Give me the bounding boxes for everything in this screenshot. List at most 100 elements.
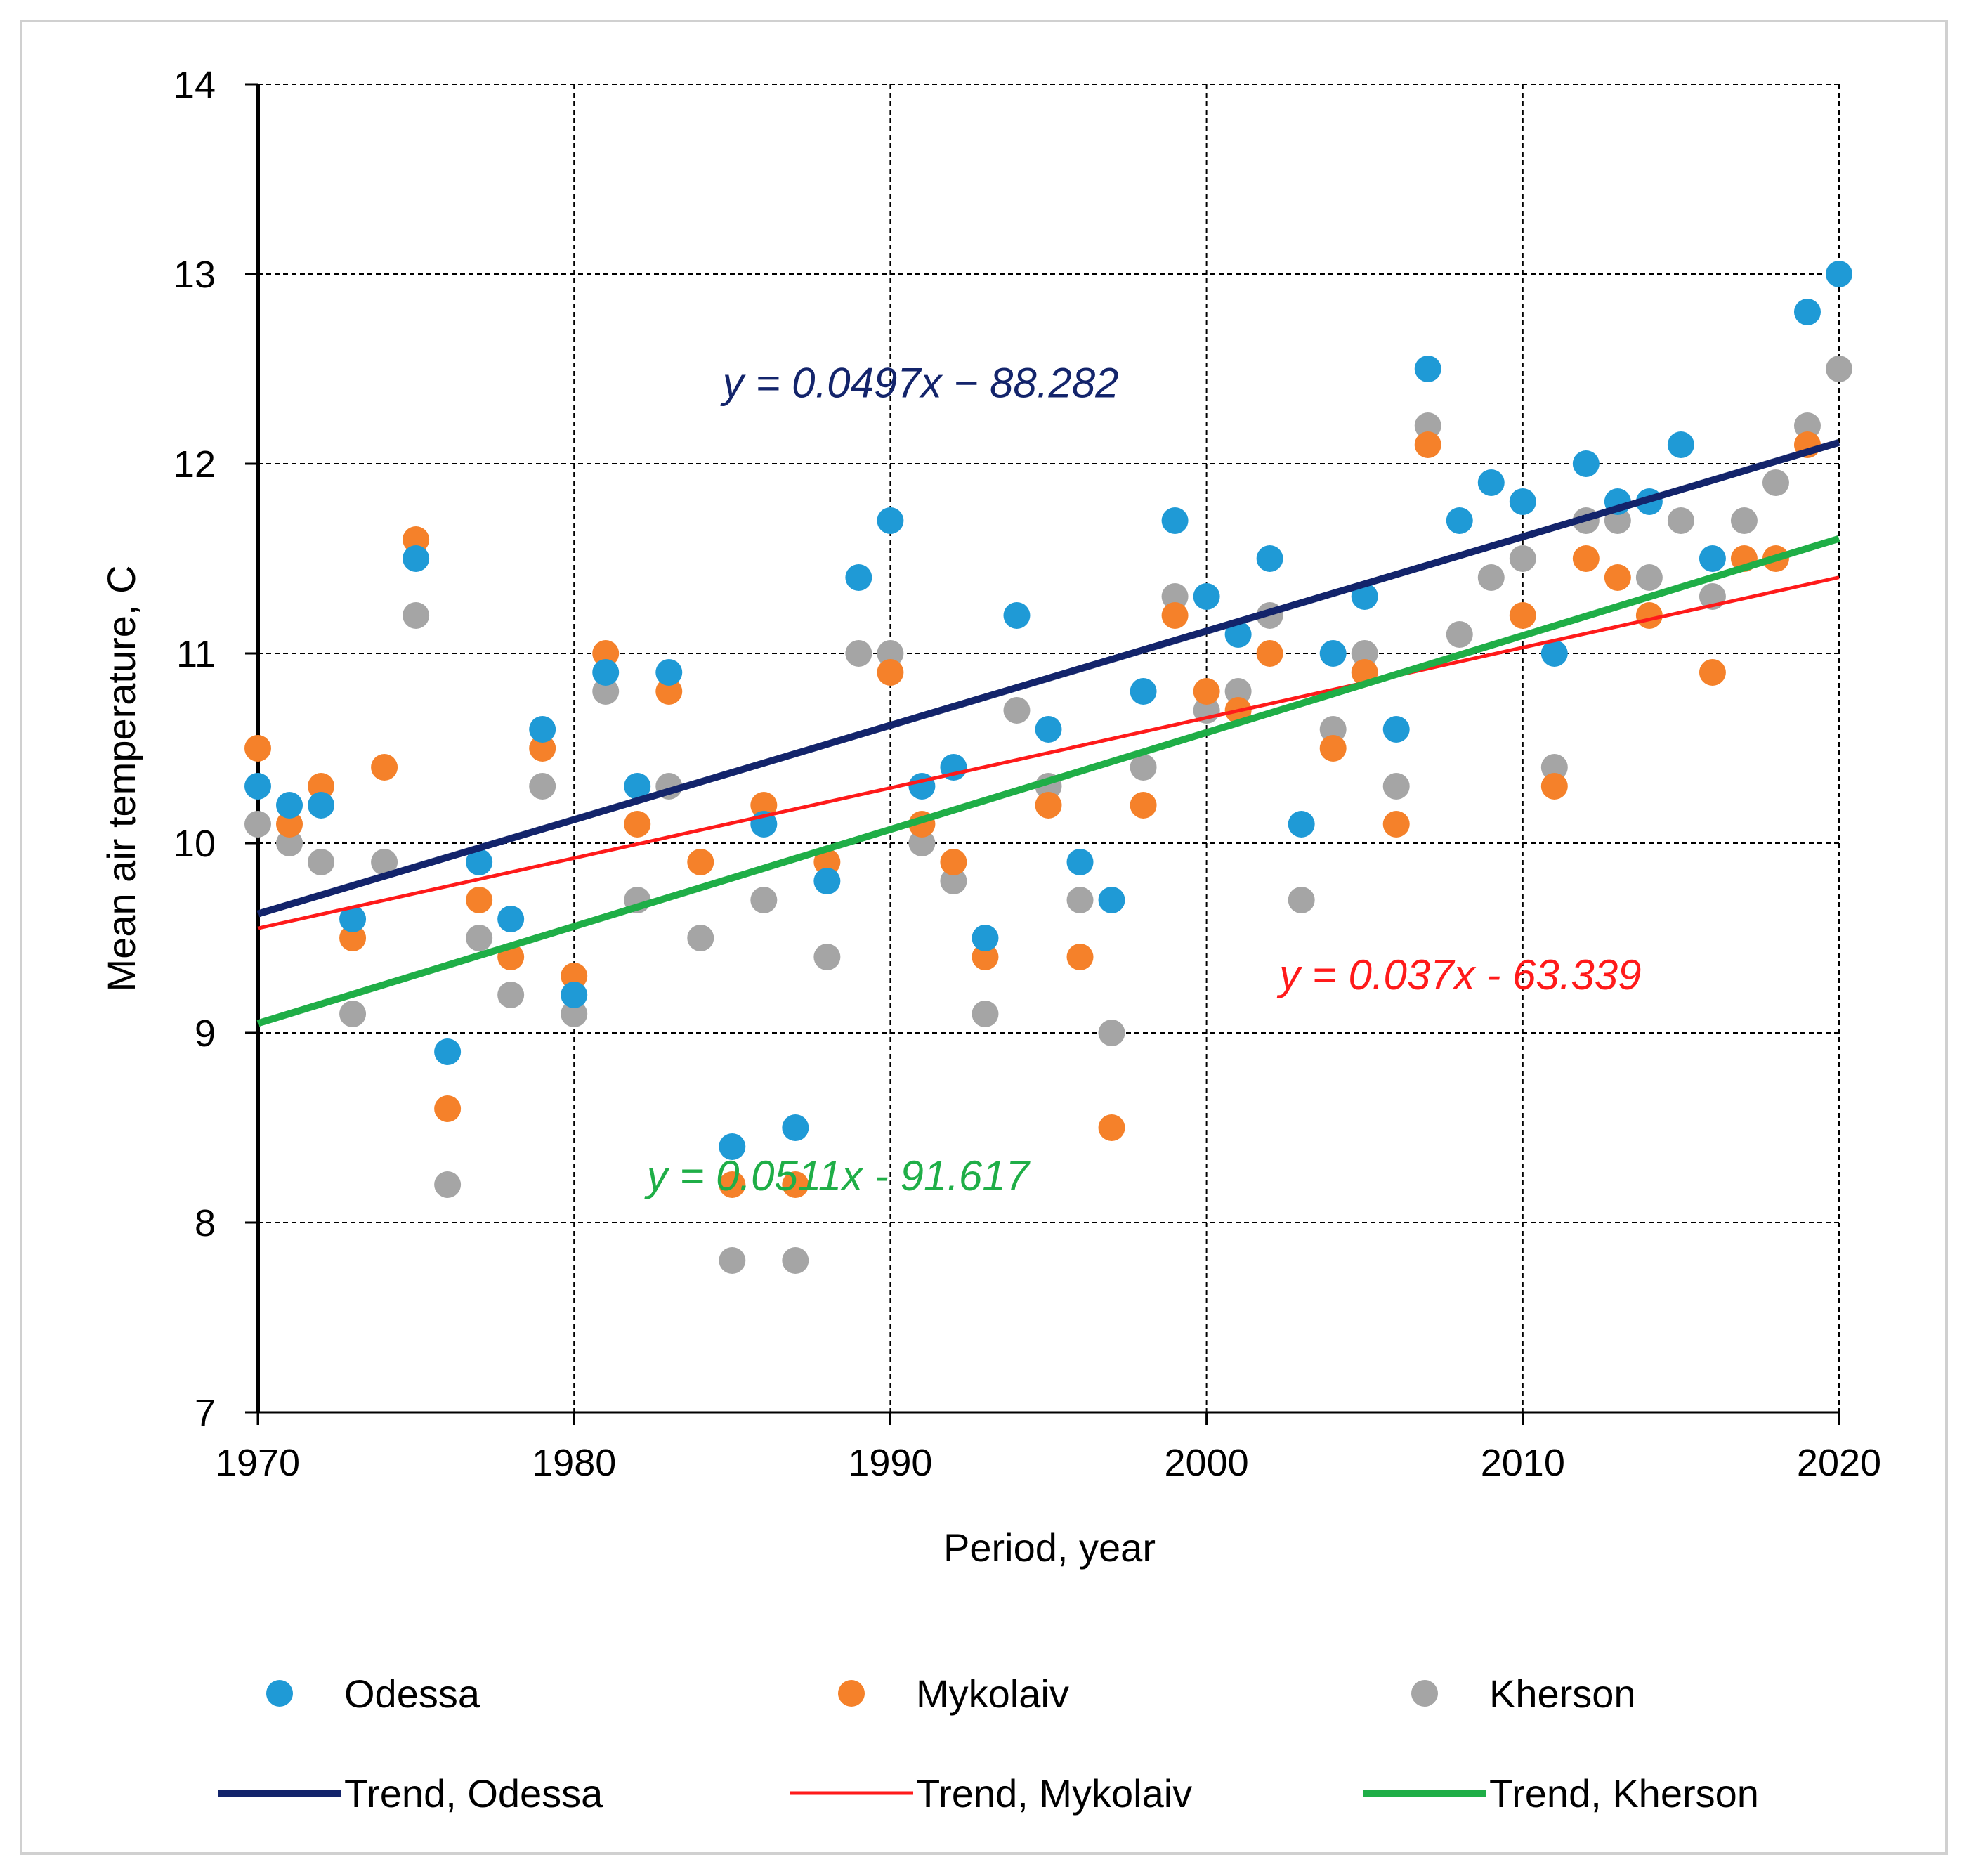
data-point bbox=[434, 1171, 462, 1198]
data-point bbox=[813, 849, 841, 875]
y-tick-label: 12 bbox=[174, 443, 216, 486]
data-point bbox=[687, 849, 714, 875]
trend-equations: y = 0.0497x − 88.282 y = 0.037x - 63.339 y… bbox=[644, 360, 1642, 1200]
data-point bbox=[719, 1133, 746, 1160]
data-point bbox=[845, 640, 872, 667]
x-tick-label: 1970 bbox=[216, 1442, 300, 1484]
data-point bbox=[1793, 412, 1821, 439]
tick-labels: 7 8 9 10 11 12 13 14 1970 1980 1990 2000 2010 2020 bbox=[174, 64, 1881, 1484]
x-tick-label: 2010 bbox=[1481, 1442, 1565, 1484]
y-tick-label: 13 bbox=[174, 254, 216, 296]
data-point bbox=[466, 925, 493, 951]
data-point bbox=[1667, 431, 1694, 458]
data-point bbox=[1477, 469, 1505, 496]
data-point bbox=[1035, 792, 1062, 819]
data-point bbox=[845, 564, 872, 591]
x-tick-label: 2020 bbox=[1797, 1442, 1881, 1484]
data-point bbox=[782, 1114, 809, 1141]
data-points bbox=[244, 261, 1852, 1274]
data-point bbox=[561, 1001, 588, 1027]
data-point bbox=[813, 944, 841, 970]
data-point bbox=[244, 811, 271, 838]
data-point bbox=[624, 811, 651, 838]
data-point bbox=[750, 887, 778, 913]
legend-label: Mykolaiv bbox=[916, 1672, 1069, 1716]
trendline bbox=[257, 575, 1840, 930]
data-point bbox=[1319, 716, 1347, 743]
data-point bbox=[1319, 735, 1347, 762]
data-point bbox=[908, 773, 936, 800]
data-point bbox=[1066, 849, 1094, 875]
data-point bbox=[276, 792, 303, 819]
data-point bbox=[1667, 507, 1694, 534]
data-point bbox=[972, 944, 999, 970]
data-point bbox=[497, 906, 525, 932]
data-point bbox=[1699, 545, 1726, 572]
data-point bbox=[1193, 678, 1220, 705]
data-point bbox=[1540, 640, 1568, 667]
data-point bbox=[403, 526, 430, 553]
data-point bbox=[1161, 583, 1189, 610]
data-point bbox=[1572, 450, 1600, 477]
data-point bbox=[1035, 716, 1062, 743]
data-point bbox=[940, 849, 967, 875]
data-point bbox=[719, 1171, 746, 1198]
data-point bbox=[1288, 887, 1315, 913]
data-point bbox=[1540, 754, 1568, 781]
data-point bbox=[434, 1038, 462, 1065]
data-point bbox=[877, 507, 904, 534]
data-point bbox=[972, 925, 999, 951]
data-point bbox=[813, 868, 841, 894]
legend-label: Trend, Odessa bbox=[344, 1771, 603, 1816]
data-point bbox=[1509, 545, 1536, 572]
data-point bbox=[371, 754, 398, 781]
y-tick-label: 11 bbox=[176, 633, 216, 675]
data-point bbox=[1509, 602, 1536, 629]
trend-equation: y = 0.0497x − 88.282 bbox=[720, 360, 1119, 407]
legend-marker bbox=[266, 1680, 293, 1707]
data-point bbox=[1161, 602, 1189, 629]
data-point bbox=[529, 735, 556, 762]
y-tick-label: 14 bbox=[174, 64, 216, 106]
data-point bbox=[1351, 640, 1378, 667]
data-point bbox=[1382, 716, 1410, 743]
data-point bbox=[1224, 621, 1252, 648]
grid bbox=[258, 84, 1840, 1412]
legend-label: Trend, Mykolaiv bbox=[916, 1771, 1192, 1816]
legend-label: Kherson bbox=[1489, 1672, 1636, 1716]
data-point bbox=[1826, 356, 1852, 382]
legend-marker bbox=[838, 1680, 865, 1707]
data-point bbox=[908, 830, 936, 856]
data-point bbox=[877, 659, 904, 686]
data-point bbox=[1351, 583, 1378, 610]
data-point bbox=[1635, 602, 1663, 629]
data-point bbox=[403, 602, 430, 629]
data-point bbox=[782, 1247, 809, 1274]
data-point bbox=[466, 887, 493, 913]
trendlines bbox=[256, 438, 1840, 1027]
data-point bbox=[1130, 678, 1157, 705]
legend-item-trend: Trend, Kherson bbox=[1363, 1771, 1759, 1816]
data-point bbox=[1098, 1020, 1125, 1046]
y-axis-title: Mean air temperature, C bbox=[99, 566, 143, 992]
data-point bbox=[1382, 811, 1410, 838]
legend-label: Trend, Kherson bbox=[1489, 1771, 1759, 1816]
legend-item-mykolaiv: Mykolaiv bbox=[838, 1672, 1069, 1716]
data-point bbox=[497, 982, 525, 1008]
data-point bbox=[624, 773, 651, 800]
data-point bbox=[1098, 1114, 1125, 1141]
legend: Odessa Mykolaiv Kherson Trend, Odessa Trend,… bbox=[218, 1672, 1759, 1816]
data-point bbox=[782, 1171, 809, 1198]
data-point bbox=[308, 792, 335, 819]
data-point bbox=[529, 773, 556, 800]
data-point bbox=[434, 1095, 462, 1122]
data-point bbox=[592, 678, 620, 705]
data-point bbox=[339, 906, 367, 932]
data-point bbox=[687, 925, 714, 951]
y-tick-label: 9 bbox=[195, 1012, 216, 1055]
y-tick-label: 8 bbox=[195, 1202, 216, 1244]
data-point bbox=[1635, 564, 1663, 591]
data-point bbox=[1193, 583, 1220, 610]
data-point bbox=[1699, 659, 1726, 686]
data-point bbox=[1446, 507, 1473, 534]
